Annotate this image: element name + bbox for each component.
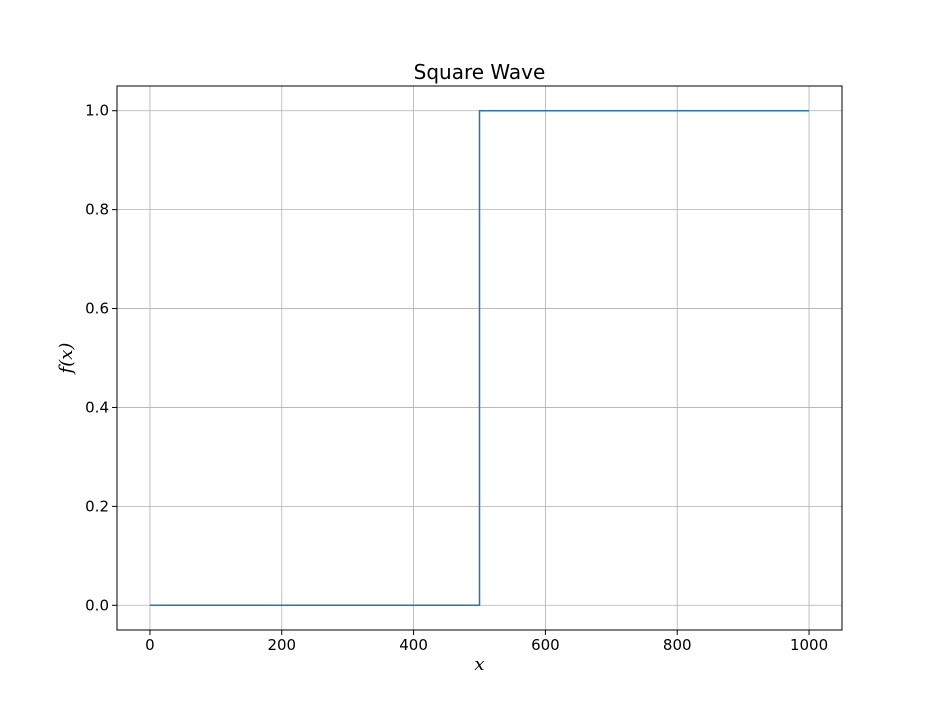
y-tick-label: 0.4 [85,398,109,416]
x-tick-label: 600 [531,636,560,654]
x-tick-label: 400 [399,636,428,654]
ticks: 0 200 400 600 800 1000 0.0 0.2 0.4 0.6 0.8 1.0 [85,102,828,654]
plot-frame [116,85,843,631]
chart-title: Square Wave [414,60,546,84]
series-layer [150,109,809,607]
x-tick-label: 800 [663,636,692,654]
series-line [150,109,809,607]
x-tick-label: 1000 [790,636,828,654]
y-tick-label: 0.6 [85,300,109,318]
y-axis-label: f(x) [56,343,77,376]
y-tick-label: 1.0 [85,102,109,120]
y-tick-label: 0.0 [85,596,109,614]
x-tick-label: 200 [267,636,296,654]
y-tick-label: 0.8 [85,201,109,219]
x-tick-label: 0 [145,636,155,654]
x-axis-label: x [474,654,484,675]
y-tick-label: 0.2 [85,497,109,515]
